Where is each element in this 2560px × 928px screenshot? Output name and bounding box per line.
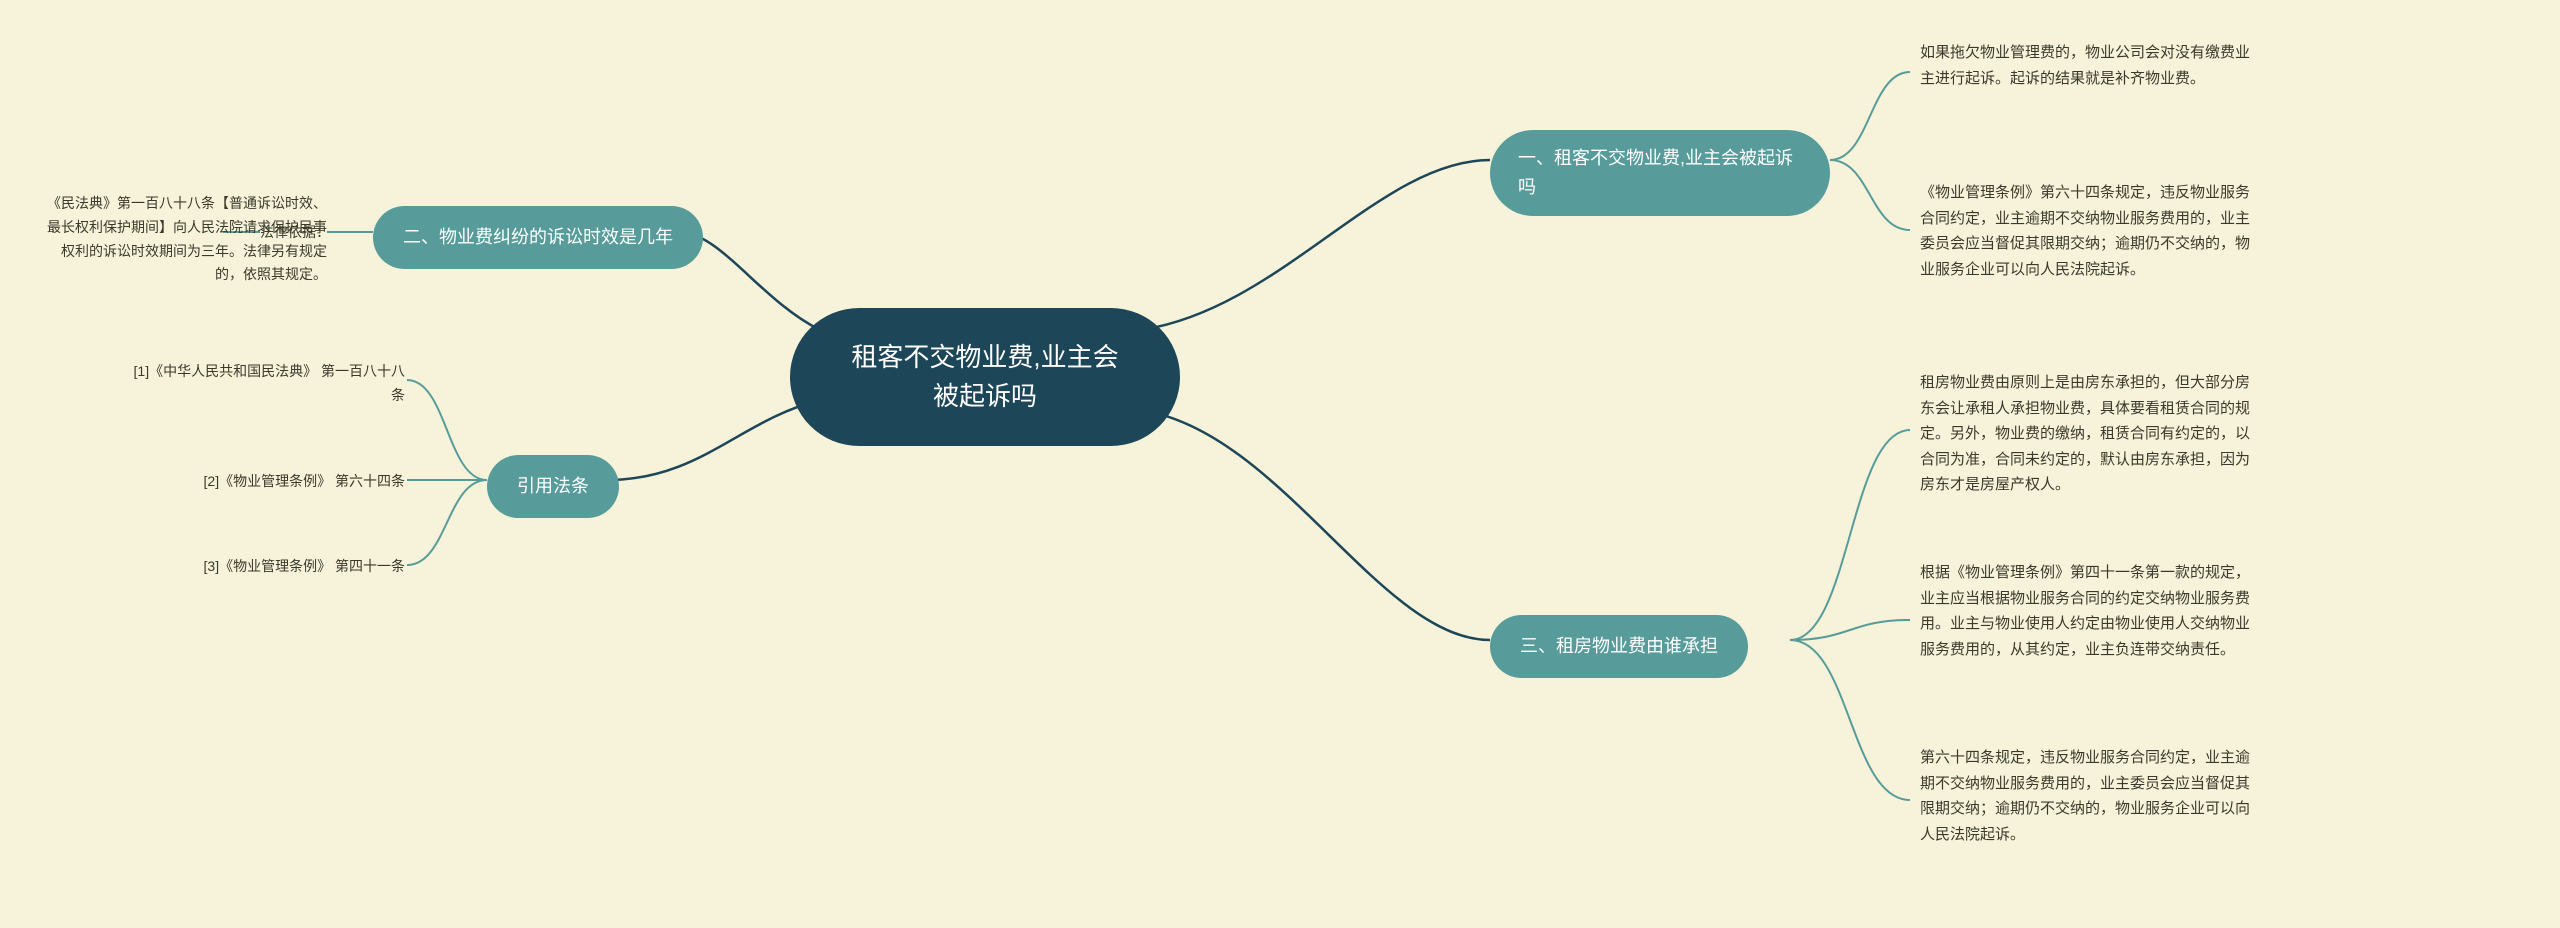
branch-one-label: 一、租客不交物业费,业主会被起诉吗 <box>1518 148 1793 197</box>
branch-two-label: 二、物业费纠纷的诉讼时效是几年 <box>403 227 673 247</box>
branch-three-leaf-2: 根据《物业管理条例》第四十一条第一款的规定，业主应当根据物业服务合同的约定交纳物… <box>1920 560 2260 662</box>
branch-one-leaf-1: 如果拖欠物业管理费的，物业公司会对没有缴费业主进行起诉。起诉的结果就是补齐物业费… <box>1920 40 2260 91</box>
branch-refs[interactable]: 引用法条 <box>487 455 619 518</box>
refs-item-2: [2]《物业管理条例》 第六十四条 <box>185 470 405 494</box>
branch-three-leaf-3: 第六十四条规定，违反物业服务合同约定，业主逾期不交纳物业服务费用的，业主委员会应… <box>1920 745 2260 847</box>
branch-two-leaf: 《民法典》第一百八十八条【普通诉讼时效、最长权利保护期间】向人民法院请求保护民事… <box>47 192 327 287</box>
refs-item-3: [3]《物业管理条例》 第四十一条 <box>185 555 405 579</box>
central-node[interactable]: 租客不交物业费,业主会被起诉吗 <box>790 308 1180 446</box>
branch-three[interactable]: 三、租房物业费由谁承担 <box>1490 615 1748 678</box>
branch-refs-label: 引用法条 <box>517 476 589 496</box>
branch-two[interactable]: 二、物业费纠纷的诉讼时效是几年 <box>373 206 703 269</box>
branch-three-leaf-1: 租房物业费由原则上是由房东承担的，但大部分房东会让承租人承担物业费，具体要看租赁… <box>1920 370 2260 498</box>
refs-item-1: [1]《中华人民共和国民法典》 第一百八十八条 <box>125 360 405 408</box>
branch-one[interactable]: 一、租客不交物业费,业主会被起诉吗 <box>1490 130 1830 216</box>
branch-one-leaf-2: 《物业管理条例》第六十四条规定，违反物业服务合同约定，业主逾期不交纳物业服务费用… <box>1920 180 2260 282</box>
branch-three-label: 三、租房物业费由谁承担 <box>1520 636 1718 656</box>
central-title: 租客不交物业费,业主会被起诉吗 <box>851 342 1118 411</box>
